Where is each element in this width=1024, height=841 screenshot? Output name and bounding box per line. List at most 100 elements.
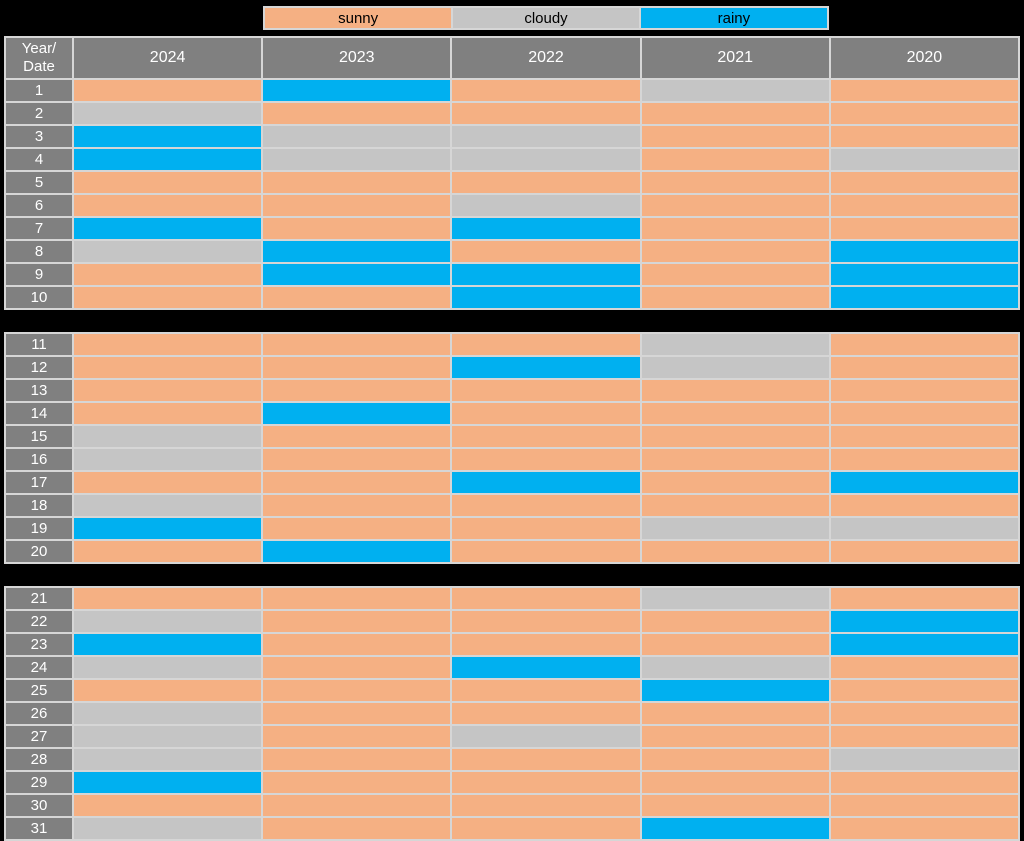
weather-cell-2024-day-22-cloudy [74,611,262,632]
weather-cell-2022-day-18-sunny [452,495,640,516]
weather-cell-2020-day-7-sunny [830,218,1018,239]
weather-cell-2021-day-18-sunny [641,495,829,516]
weather-cell-2020-day-6-sunny [830,195,1018,216]
weather-cell-2020-day-10-rainy [830,287,1018,308]
weather-cell-2020-day-27-sunny [830,726,1018,747]
weather-cell-2021-day-4-sunny [641,149,829,170]
date-cell-17: 17 [6,472,72,493]
weather-cell-2021-day-14-sunny [641,403,829,424]
corner-line-date: Date [23,58,55,75]
weather-cell-2024-day-29-rainy [74,772,262,793]
weather-cell-2024-day-9-sunny [74,264,262,285]
weather-cell-2023-day-24-sunny [263,657,451,678]
date-cell-22: 22 [6,611,72,632]
weather-cell-2022-day-27-cloudy [452,726,640,747]
weather-cell-2020-day-22-rainy [830,611,1018,632]
weather-cell-2023-day-25-sunny [263,680,451,701]
weather-cell-2021-day-27-sunny [641,726,829,747]
weather-cell-2020-day-12-sunny [830,357,1018,378]
date-cell-23: 23 [6,634,72,655]
weather-cell-2022-day-19-sunny [452,518,640,539]
date-cell-31: 31 [6,818,72,839]
weather-cell-2023-day-8-rainy [263,241,451,262]
weather-cell-2024-day-11-sunny [74,334,262,355]
weather-cell-2021-day-28-sunny [641,749,829,770]
weather-cell-2023-day-23-sunny [263,634,451,655]
weather-cell-2020-day-25-sunny [830,680,1018,701]
date-cell-27: 27 [6,726,72,747]
weather-cell-2021-day-16-sunny [641,449,829,470]
weather-cell-2024-day-10-sunny [74,287,262,308]
weather-cell-2023-day-3-cloudy [263,126,451,147]
weather-cell-2023-day-9-rainy [263,264,451,285]
weather-cell-2022-day-23-sunny [452,634,640,655]
weather-cell-2022-day-20-sunny [452,541,640,562]
year-header-2024: 2024 [74,38,262,78]
weather-cell-2021-day-17-sunny [641,472,829,493]
weather-cell-2020-day-17-rainy [830,472,1018,493]
weather-cell-2024-day-7-rainy [74,218,262,239]
date-cell-14: 14 [6,403,72,424]
weather-cell-2023-day-1-rainy [263,80,451,101]
date-cell-4: 4 [6,149,72,170]
date-cell-16: 16 [6,449,72,470]
weather-cell-2021-day-7-sunny [641,218,829,239]
date-cell-20: 20 [6,541,72,562]
weather-cell-2020-day-14-sunny [830,403,1018,424]
weather-cell-2020-day-1-sunny [830,80,1018,101]
date-cell-30: 30 [6,795,72,816]
date-cell-3: 3 [6,126,72,147]
weather-cell-2023-day-17-sunny [263,472,451,493]
legend-item-rainy: rainy [640,8,827,28]
weather-cell-2023-day-30-sunny [263,795,451,816]
weather-cell-2020-day-31-sunny [830,818,1018,839]
weather-cell-2022-day-13-sunny [452,380,640,401]
weather-cell-2022-day-15-sunny [452,426,640,447]
weather-cell-2022-day-10-rainy [452,287,640,308]
weather-cell-2024-day-31-cloudy [74,818,262,839]
weather-cell-2023-day-22-sunny [263,611,451,632]
weather-cell-2024-day-5-sunny [74,172,262,193]
weather-cell-2023-day-27-sunny [263,726,451,747]
weather-cell-2021-day-11-cloudy [641,334,829,355]
weather-cell-2022-day-26-sunny [452,703,640,724]
weather-cell-2022-day-22-sunny [452,611,640,632]
weather-cell-2020-day-23-rainy [830,634,1018,655]
weather-cell-2021-day-20-sunny [641,541,829,562]
year-header-2021: 2021 [641,38,829,78]
weather-cell-2020-day-5-sunny [830,172,1018,193]
date-cell-19: 19 [6,518,72,539]
date-cell-26: 26 [6,703,72,724]
weather-cell-2020-day-13-sunny [830,380,1018,401]
weather-cell-2021-day-12-cloudy [641,357,829,378]
weather-cell-2024-day-1-sunny [74,80,262,101]
weather-cell-2024-day-2-cloudy [74,103,262,124]
date-cell-28: 28 [6,749,72,770]
weather-cell-2024-day-19-rainy [74,518,262,539]
weather-cell-2022-day-1-sunny [452,80,640,101]
weather-cell-2022-day-3-cloudy [452,126,640,147]
weather-cell-2021-day-26-sunny [641,703,829,724]
weather-cell-2023-day-13-sunny [263,380,451,401]
legend-spacer-2020 [831,6,1018,26]
weather-cell-2021-day-13-sunny [641,380,829,401]
weather-cell-2021-day-5-sunny [641,172,829,193]
weather-cell-2022-day-8-sunny [452,241,640,262]
weather-cell-2021-day-21-cloudy [641,588,829,609]
weather-cell-2024-day-6-sunny [74,195,262,216]
weather-cell-2020-day-30-sunny [830,795,1018,816]
weather-cell-2022-day-14-sunny [452,403,640,424]
weather-cell-2021-day-8-sunny [641,241,829,262]
legend-spacer-corner [6,6,72,26]
weather-cell-2021-day-31-rainy [641,818,829,839]
weather-cell-2021-day-24-cloudy [641,657,829,678]
date-cell-13: 13 [6,380,72,401]
weather-cell-2024-day-27-cloudy [74,726,262,747]
date-cell-1: 1 [6,80,72,101]
year-header-2023: 2023 [263,38,451,78]
corner-line-year: Year/ [21,40,57,57]
weather-cell-2022-day-12-rainy [452,357,640,378]
weather-cell-2020-day-8-rainy [830,241,1018,262]
weather-cell-2021-day-2-sunny [641,103,829,124]
weather-cell-2021-day-19-cloudy [641,518,829,539]
